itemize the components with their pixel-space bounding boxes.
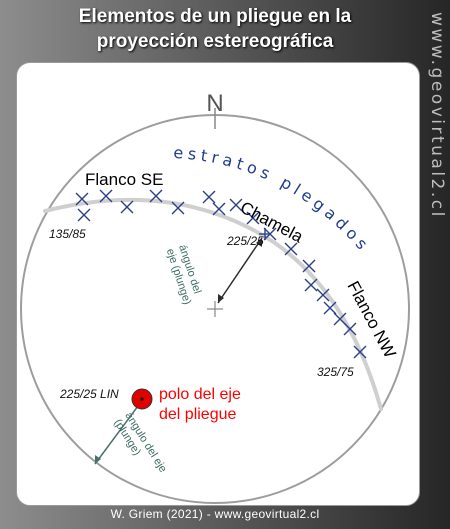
upper-plunge-label: ángulo del eje (plunge) [164, 243, 203, 306]
fold-axis-orientation: 225/25 [226, 234, 264, 248]
pole-marker [343, 322, 357, 336]
stereonet: N [20, 90, 410, 504]
pole-label-line-2: del pliegue [159, 406, 237, 423]
pole-marker [316, 288, 330, 302]
pole-label-line-1: polo del eje [159, 386, 241, 403]
pole-marker [75, 192, 89, 206]
fold-girdle-great-circle [43, 197, 383, 411]
diagram-panel: N [16, 62, 420, 506]
upper-plunge-arrow [217, 237, 263, 304]
fold-axis-marker [259, 228, 271, 240]
lower-plunge-arrow [94, 405, 139, 465]
pole-marker [212, 202, 226, 216]
pole-marker [120, 200, 134, 214]
pole-marker [302, 259, 316, 273]
pole-marker [246, 211, 260, 225]
strata-label: estratos plegados [173, 143, 375, 257]
nw-flank-orientation: 325/75 [317, 365, 354, 379]
pole-marker [202, 190, 216, 204]
fold-axis-pole-center [140, 397, 144, 401]
title: Elementos de un pliegue en la proyección… [0, 4, 430, 54]
pole-marker [353, 345, 367, 359]
title-line-1: Elementos de un pliegue en la [78, 6, 352, 27]
se-flank-orientation: 135/85 [49, 227, 86, 241]
flank-se-label: Flanco SE [85, 170, 163, 189]
lineation-label: 225/25 LIN [59, 387, 119, 401]
credit-line: W. Griem (2021) - www.geovirtual2.cl [110, 507, 320, 521]
pole-marker [77, 208, 91, 222]
pole-marker [171, 201, 185, 215]
pole-marker [304, 278, 318, 292]
pole-marker [149, 189, 163, 203]
north-label: N [206, 90, 223, 117]
watermark: www.geovirtual2.cl [427, 12, 447, 219]
pole-marker [284, 242, 298, 256]
title-line-2: proyección estereográfica [96, 31, 334, 52]
bedding-pole-markers [75, 189, 367, 359]
pole-marker [99, 189, 113, 203]
flank-nw-label: Flanco NW [343, 278, 399, 361]
pole-marker [323, 301, 337, 315]
pole-marker [229, 198, 243, 212]
